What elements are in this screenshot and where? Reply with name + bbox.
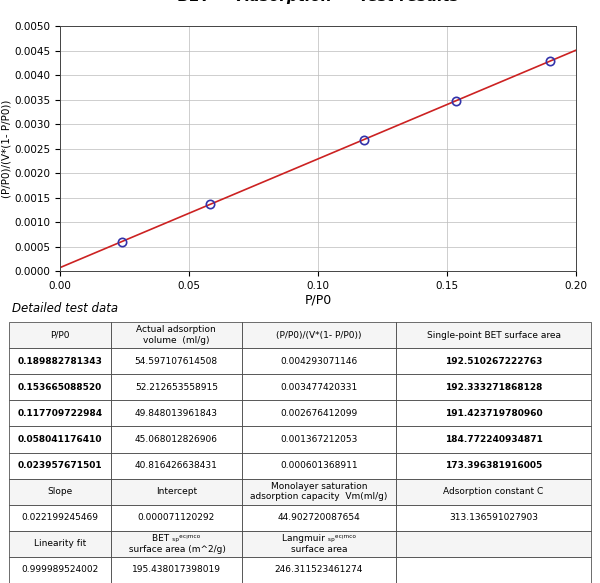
Bar bbox=[111, 531, 242, 557]
Text: Linearity fit: Linearity fit bbox=[34, 539, 86, 549]
Bar bbox=[111, 374, 242, 401]
Text: 0.003477420331: 0.003477420331 bbox=[280, 383, 358, 392]
Text: 0.000601368911: 0.000601368911 bbox=[280, 461, 358, 470]
Text: P/P0: P/P0 bbox=[50, 331, 70, 340]
Text: Actual adsorption
volume  (ml/g): Actual adsorption volume (ml/g) bbox=[136, 325, 216, 345]
Bar bbox=[396, 401, 591, 427]
Text: Langmuir ₛₚᵉᶜᵎᵐᶜᵒ
surface area: Langmuir ₛₚᵉᶜᵎᵐᶜᵒ surface area bbox=[282, 534, 356, 554]
Text: 0.153665088520: 0.153665088520 bbox=[18, 383, 102, 392]
Bar bbox=[111, 557, 242, 583]
Text: 0.189882781343: 0.189882781343 bbox=[17, 357, 103, 366]
Bar bbox=[396, 427, 591, 452]
Text: 0.058041176410: 0.058041176410 bbox=[17, 435, 102, 444]
Text: Adsorption constant C: Adsorption constant C bbox=[443, 487, 544, 496]
Bar bbox=[242, 479, 396, 505]
Y-axis label: (P/P0)/(V*(1- P/P0)): (P/P0)/(V*(1- P/P0)) bbox=[1, 100, 11, 198]
Bar bbox=[242, 557, 396, 583]
Text: 0.000071120292: 0.000071120292 bbox=[138, 513, 215, 522]
Bar bbox=[242, 401, 396, 427]
Bar bbox=[111, 348, 242, 374]
Bar bbox=[396, 348, 591, 374]
Text: 49.848013961843: 49.848013961843 bbox=[135, 409, 218, 418]
Text: 191.423719780960: 191.423719780960 bbox=[445, 409, 542, 418]
Title: BET  -  Adsorption  -  Test results: BET - Adsorption - Test results bbox=[178, 0, 458, 4]
X-axis label: P/P0: P/P0 bbox=[304, 294, 332, 307]
Bar bbox=[9, 427, 111, 452]
Bar bbox=[396, 557, 591, 583]
Bar bbox=[111, 479, 242, 505]
Bar bbox=[242, 374, 396, 401]
Bar bbox=[242, 452, 396, 479]
Bar bbox=[242, 531, 396, 557]
Bar bbox=[242, 505, 396, 531]
Text: Detailed test data: Detailed test data bbox=[12, 302, 118, 315]
Text: (P/P0)/(V*(1- P/P0)): (P/P0)/(V*(1- P/P0)) bbox=[276, 331, 362, 340]
Text: 54.597107614508: 54.597107614508 bbox=[135, 357, 218, 366]
Text: 195.438017398019: 195.438017398019 bbox=[132, 566, 221, 574]
Text: 45.068012826906: 45.068012826906 bbox=[135, 435, 218, 444]
Text: 52.212653558915: 52.212653558915 bbox=[135, 383, 218, 392]
Bar bbox=[9, 322, 111, 348]
Bar bbox=[9, 557, 111, 583]
Text: Slope: Slope bbox=[47, 487, 73, 496]
Text: Intercept: Intercept bbox=[156, 487, 197, 496]
Bar bbox=[111, 452, 242, 479]
Text: Monolayer saturation
adsorption capacity  Vm(ml/g): Monolayer saturation adsorption capacity… bbox=[250, 482, 388, 501]
Bar bbox=[396, 479, 591, 505]
Text: 246.311523461274: 246.311523461274 bbox=[275, 566, 363, 574]
Text: 173.396381916005: 173.396381916005 bbox=[445, 461, 542, 470]
Text: 44.902720087654: 44.902720087654 bbox=[278, 513, 360, 522]
Text: 0.002676412099: 0.002676412099 bbox=[280, 409, 358, 418]
Bar bbox=[9, 531, 111, 557]
Bar bbox=[242, 427, 396, 452]
Text: 40.816426638431: 40.816426638431 bbox=[135, 461, 218, 470]
Text: 313.136591027903: 313.136591027903 bbox=[449, 513, 538, 522]
Bar bbox=[111, 505, 242, 531]
Bar bbox=[111, 427, 242, 452]
Text: 184.772240934871: 184.772240934871 bbox=[445, 435, 542, 444]
Bar bbox=[396, 374, 591, 401]
Bar bbox=[9, 452, 111, 479]
Bar bbox=[396, 452, 591, 479]
Bar bbox=[111, 322, 242, 348]
Text: BET ₛₚᵉᶜᵎᵐᶜᵒ
 surface area (m^2/g): BET ₛₚᵉᶜᵎᵐᶜᵒ surface area (m^2/g) bbox=[127, 534, 226, 554]
Bar bbox=[111, 401, 242, 427]
Bar bbox=[9, 401, 111, 427]
Bar bbox=[9, 479, 111, 505]
Text: Single-point BET surface area: Single-point BET surface area bbox=[427, 331, 560, 340]
Bar bbox=[9, 374, 111, 401]
Bar bbox=[242, 348, 396, 374]
Bar bbox=[9, 348, 111, 374]
Bar bbox=[396, 531, 591, 557]
Text: 192.333271868128: 192.333271868128 bbox=[445, 383, 542, 392]
Text: 0.999989524002: 0.999989524002 bbox=[22, 566, 98, 574]
Bar bbox=[9, 505, 111, 531]
Bar bbox=[396, 322, 591, 348]
Text: 192.510267222763: 192.510267222763 bbox=[445, 357, 542, 366]
Text: 0.001367212053: 0.001367212053 bbox=[280, 435, 358, 444]
Text: 0.117709722984: 0.117709722984 bbox=[17, 409, 103, 418]
Text: 0.022199245469: 0.022199245469 bbox=[22, 513, 98, 522]
Text: 0.023957671501: 0.023957671501 bbox=[17, 461, 102, 470]
Bar bbox=[396, 505, 591, 531]
Text: 0.004293071146: 0.004293071146 bbox=[280, 357, 358, 366]
Bar bbox=[242, 322, 396, 348]
